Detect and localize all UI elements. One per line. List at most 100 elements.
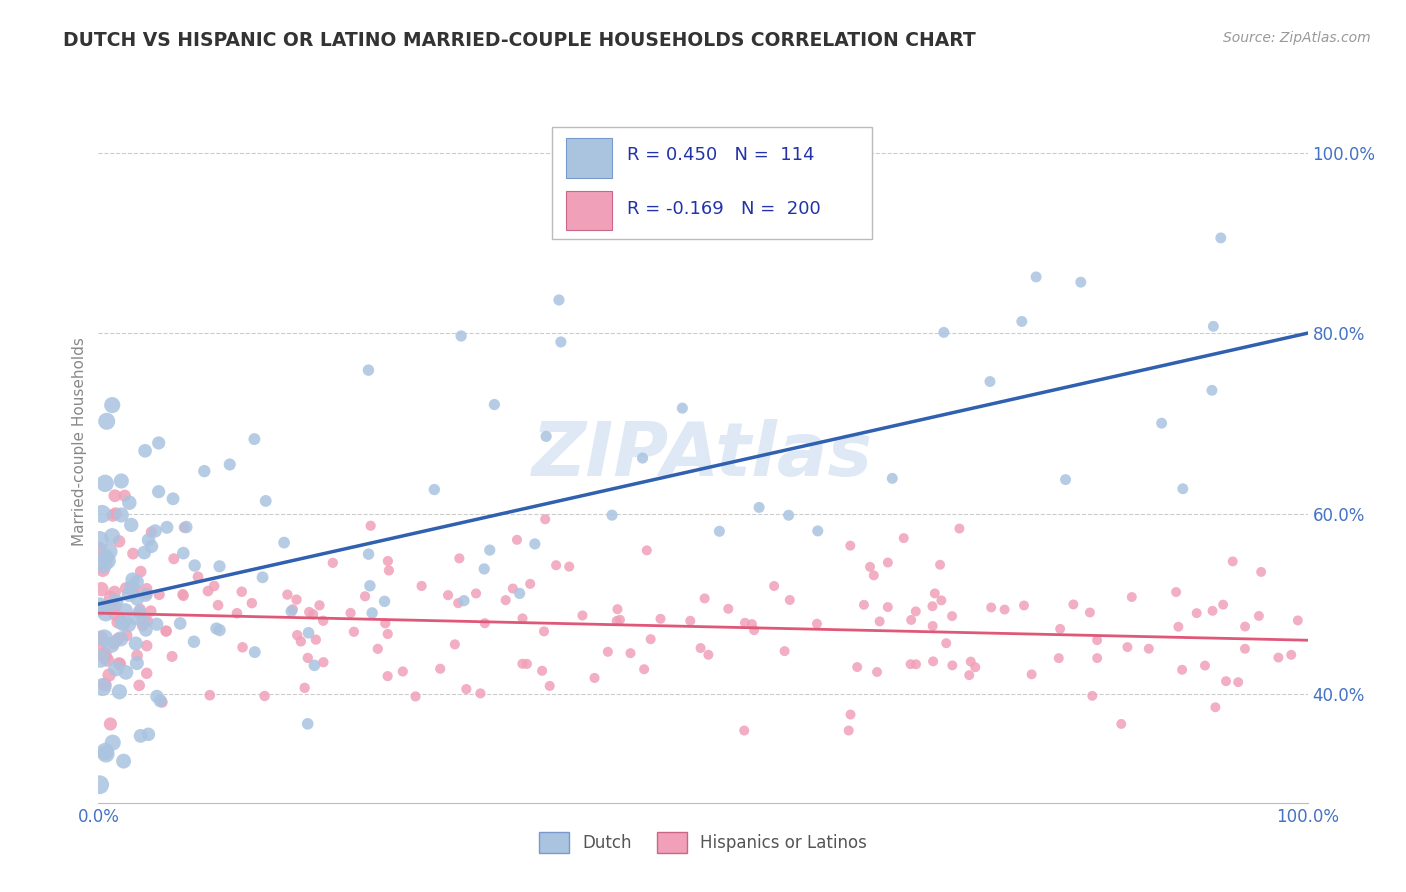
Point [763,579,786,593]
Point [516,657,538,671]
Point [550,334,572,349]
Text: DUTCH VS HISPANIC OR LATINO MARRIED-COUPLE HOUSEHOLDS CORRELATION CHART: DUTCH VS HISPANIC OR LATINO MARRIED-COUP… [63,31,976,50]
Point [1286,614,1309,628]
Point [100,601,122,615]
Point [1167,620,1189,634]
Point [304,658,326,673]
Point [172,589,194,603]
Point [94,678,117,692]
Point [124,611,146,625]
Point [226,606,249,620]
Point [121,573,143,587]
Point [198,688,221,702]
Point [882,471,904,485]
Point [1121,590,1143,604]
Point [298,605,321,619]
Point [779,593,801,607]
Point [114,604,136,618]
Point [697,648,720,662]
Point [104,595,127,609]
Point [125,656,148,670]
Point [1166,585,1188,599]
Point [129,602,152,616]
Point [1021,667,1043,681]
Point [135,582,157,596]
Point [534,429,557,443]
Point [1234,619,1257,633]
Point [108,657,131,671]
Point [1047,651,1070,665]
Point [846,660,869,674]
Point [1247,609,1270,624]
Point [172,546,194,560]
Point [495,593,517,607]
Point [252,570,274,584]
Point [360,518,382,533]
Point [778,508,800,523]
Point [979,375,1001,389]
Point [600,508,623,523]
Point [378,564,401,578]
Point [980,600,1002,615]
Point [773,644,796,658]
Point [125,636,148,650]
Point [125,574,148,589]
Point [134,545,156,559]
Point [650,612,672,626]
Point [931,593,953,607]
Point [1212,598,1234,612]
Point [145,617,167,632]
Point [104,489,127,503]
Point [150,695,173,709]
Point [502,582,524,596]
Point [155,624,177,639]
Point [91,507,114,521]
Point [96,554,118,568]
Point [1109,717,1132,731]
Point [453,593,475,607]
Point [456,682,478,697]
Point [91,680,114,694]
Point [1150,416,1173,430]
Point [89,599,111,614]
Point [110,632,132,646]
Point [640,632,662,647]
Point [1215,674,1237,689]
Point [405,690,427,704]
Point [900,613,922,627]
Point [172,587,194,601]
Point [717,602,740,616]
Point [606,614,628,628]
Point [135,623,157,637]
Point [876,600,898,615]
Point [208,623,231,637]
Point [839,707,862,722]
Point [136,615,159,629]
Point [1222,554,1244,568]
Point [900,657,922,672]
Point [91,558,114,572]
Point [96,414,118,428]
Point [357,363,380,377]
Point [859,559,882,574]
Point [103,585,125,599]
Point [546,558,568,573]
Point [921,599,943,614]
Point [104,599,127,614]
Point [135,666,157,681]
Point [679,614,702,628]
Point [1070,275,1092,289]
Point [118,588,141,602]
Point [114,489,136,503]
Point [374,594,396,608]
Point [948,522,970,536]
Point [305,632,328,647]
Point [183,558,205,573]
Point [149,694,172,708]
Point [143,524,166,538]
Point [534,512,557,526]
Point [519,577,541,591]
Point [359,579,381,593]
Point [89,641,111,656]
Point [374,616,396,631]
